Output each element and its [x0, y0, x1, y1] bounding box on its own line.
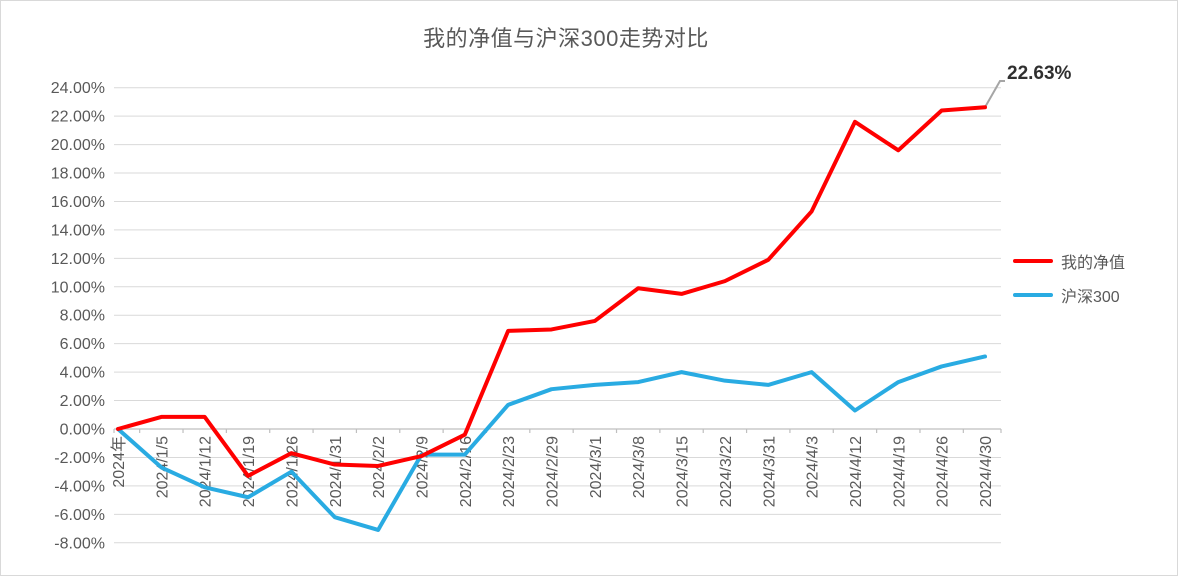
- legend-line-swatch: [1013, 259, 1053, 263]
- y-axis-tick-label: 10.00%: [51, 279, 105, 296]
- y-axis-tick-label: 14.00%: [51, 222, 105, 239]
- last-value-annotation: 22.63%: [1007, 63, 1072, 84]
- x-axis-tick-label: 2024/1/12: [198, 436, 215, 507]
- y-axis-tick-label: 4.00%: [60, 365, 105, 382]
- x-axis-tick-label: 2024/4/12: [848, 436, 865, 507]
- x-axis-tick-label: 2024/3/31: [761, 436, 778, 507]
- y-axis-tick-label: -4.00%: [54, 478, 105, 495]
- series-line-my-networth: [116, 105, 987, 478]
- x-axis-tick-label: 2024/4/19: [891, 436, 908, 507]
- x-axis-tick-label: 2024/4/3: [805, 436, 822, 498]
- x-axis-tick-label: 2024/2/9: [414, 436, 431, 498]
- x-axis-tick-label: 2024年: [110, 436, 128, 488]
- legend-line-swatch: [1013, 293, 1053, 297]
- series-line-csi300: [116, 354, 987, 532]
- chart-legend: 我的净值沪深300: [1013, 251, 1125, 319]
- annotation-callout-line: [984, 80, 1005, 108]
- legend-label: 沪深300: [1061, 289, 1120, 306]
- legend-item: 我的净值: [1013, 251, 1126, 272]
- y-axis-tick-label: 20.00%: [51, 137, 105, 154]
- y-axis-tick-label: -2.00%: [54, 450, 105, 467]
- x-axis-tick-label: 2024/1/19: [241, 436, 258, 507]
- x-axis-tick-label: 2024/3/22: [718, 436, 735, 507]
- y-axis-tick-label: 24.00%: [51, 80, 105, 97]
- x-axis-tick-label: 2024/2/23: [501, 436, 518, 507]
- y-axis-tick-label: -8.00%: [54, 535, 105, 552]
- y-axis-tick-label: 16.00%: [51, 194, 105, 211]
- legend-item: 沪深300: [1013, 285, 1125, 306]
- y-axis-tick-label: 6.00%: [60, 336, 105, 353]
- legend-label: 我的净值: [1061, 255, 1126, 272]
- x-axis-tick-label: 2024/3/8: [631, 436, 648, 498]
- chart-title: 我的净值与沪深300走势对比: [423, 26, 709, 51]
- y-axis-tick-label: 0.00%: [60, 422, 105, 439]
- x-axis-tick-label: 2024/2/29: [545, 436, 562, 507]
- y-axis-tick-label: 2.00%: [60, 393, 105, 410]
- x-axis-tick-label: 2024/4/30: [978, 436, 995, 507]
- y-axis-tick-label: -6.00%: [54, 507, 105, 524]
- y-axis-tick-label: 18.00%: [51, 166, 105, 183]
- y-axis-tick-label: 8.00%: [60, 308, 105, 325]
- y-axis-tick-label: 22.00%: [51, 109, 105, 126]
- x-axis-tick-label: 2024/3/1: [588, 436, 605, 498]
- x-axis-tick-label: 2024/3/15: [675, 436, 692, 507]
- x-axis-tick-label: 2024/1/31: [328, 436, 345, 507]
- x-axis-tick-label: 2024/4/26: [935, 436, 952, 507]
- y-axis-tick-label: 12.00%: [51, 251, 105, 268]
